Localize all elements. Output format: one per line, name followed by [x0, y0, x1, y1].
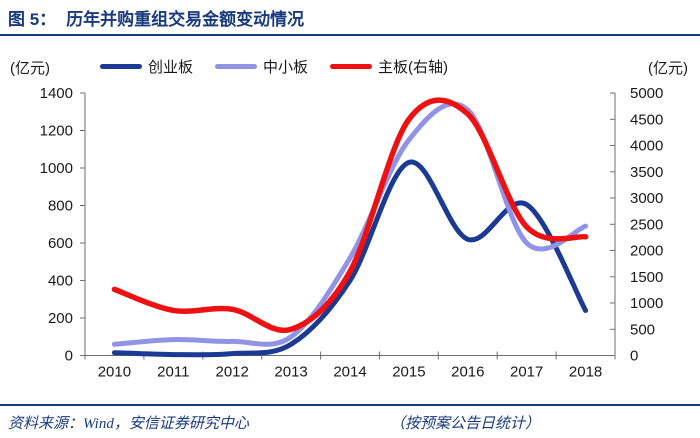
- legend-label-sme: 中小板: [263, 59, 309, 76]
- line-mainboard: [111, 97, 589, 334]
- line-sme: [111, 101, 589, 347]
- svg-text:2500: 2500: [630, 216, 663, 233]
- svg-text:2015: 2015: [392, 364, 425, 381]
- source-text: 资料来源：Wind，安信证券研究中心: [8, 416, 249, 432]
- svg-text:0: 0: [630, 348, 638, 365]
- svg-text:2012: 2012: [216, 364, 249, 381]
- legend-item-sme: 中小板: [215, 56, 308, 77]
- legend-label-mainboard: 主板(右轴): [378, 59, 449, 76]
- line-chinext: [111, 159, 589, 358]
- svg-text:2014: 2014: [333, 364, 366, 381]
- svg-text:2016: 2016: [451, 364, 484, 381]
- svg-text:2011: 2011: [157, 364, 189, 381]
- figure-title: 历年并购重组交易金额变动情况: [66, 10, 305, 29]
- svg-text:400: 400: [48, 273, 73, 290]
- svg-text:2013: 2013: [274, 364, 307, 381]
- svg-text:1500: 1500: [630, 269, 663, 286]
- svg-text:200: 200: [48, 310, 73, 327]
- legend-item-mainboard: 主板(右轴): [330, 56, 448, 77]
- svg-text:3500: 3500: [630, 164, 663, 181]
- header-rule: [0, 34, 700, 36]
- figure-footer: 资料来源：Wind，安信证券研究中心 （按预案公告日统计）: [0, 410, 700, 434]
- svg-text:1000: 1000: [40, 160, 73, 177]
- chart-legend: 创业板 中小板 主板(右轴): [100, 56, 448, 77]
- svg-text:0: 0: [65, 348, 73, 365]
- svg-text:600: 600: [48, 235, 73, 252]
- svg-text:2000: 2000: [630, 243, 663, 260]
- svg-text:2018: 2018: [569, 364, 602, 381]
- svg-text:4500: 4500: [630, 111, 663, 128]
- figure-label: 图 5：: [8, 10, 57, 29]
- left-axis-tick-labels: 0 200 400 600 800 1000 1200 1400: [40, 85, 73, 365]
- note-text: （按预案公告日统计）: [390, 416, 541, 432]
- legend-swatch-mainboard: [330, 64, 373, 69]
- x-axis-tick-labels: 2010 2011 2012 2013 2014 2015 2016 2017 2018: [98, 364, 603, 381]
- legend-label-chinext: 创业板: [148, 59, 194, 76]
- footer-rule: [0, 404, 700, 406]
- svg-text:2017: 2017: [510, 364, 543, 381]
- svg-text:800: 800: [48, 198, 73, 215]
- svg-text:1400: 1400: [40, 85, 73, 102]
- svg-text:5000: 5000: [630, 85, 663, 102]
- legend-item-chinext: 创业板: [100, 56, 193, 77]
- legend-swatch-sme: [215, 64, 258, 69]
- svg-text:3000: 3000: [630, 190, 663, 207]
- svg-text:500: 500: [630, 321, 655, 338]
- axes: [80, 92, 616, 360]
- right-axis-tick-labels: 0 500 1000 1500 2000 2500 3000 3500 4000 4500 5000: [630, 85, 663, 365]
- svg-text:2010: 2010: [98, 364, 131, 381]
- left-axis-unit: (亿元): [10, 60, 50, 77]
- legend-swatch-chinext: [100, 64, 142, 69]
- svg-text:4000: 4000: [630, 138, 663, 155]
- right-axis-unit: (亿元): [648, 60, 688, 77]
- svg-text:1200: 1200: [40, 123, 73, 140]
- svg-text:1000: 1000: [630, 295, 663, 312]
- figure-header: 图 5： 历年并购重组交易金额变动情况: [8, 5, 692, 30]
